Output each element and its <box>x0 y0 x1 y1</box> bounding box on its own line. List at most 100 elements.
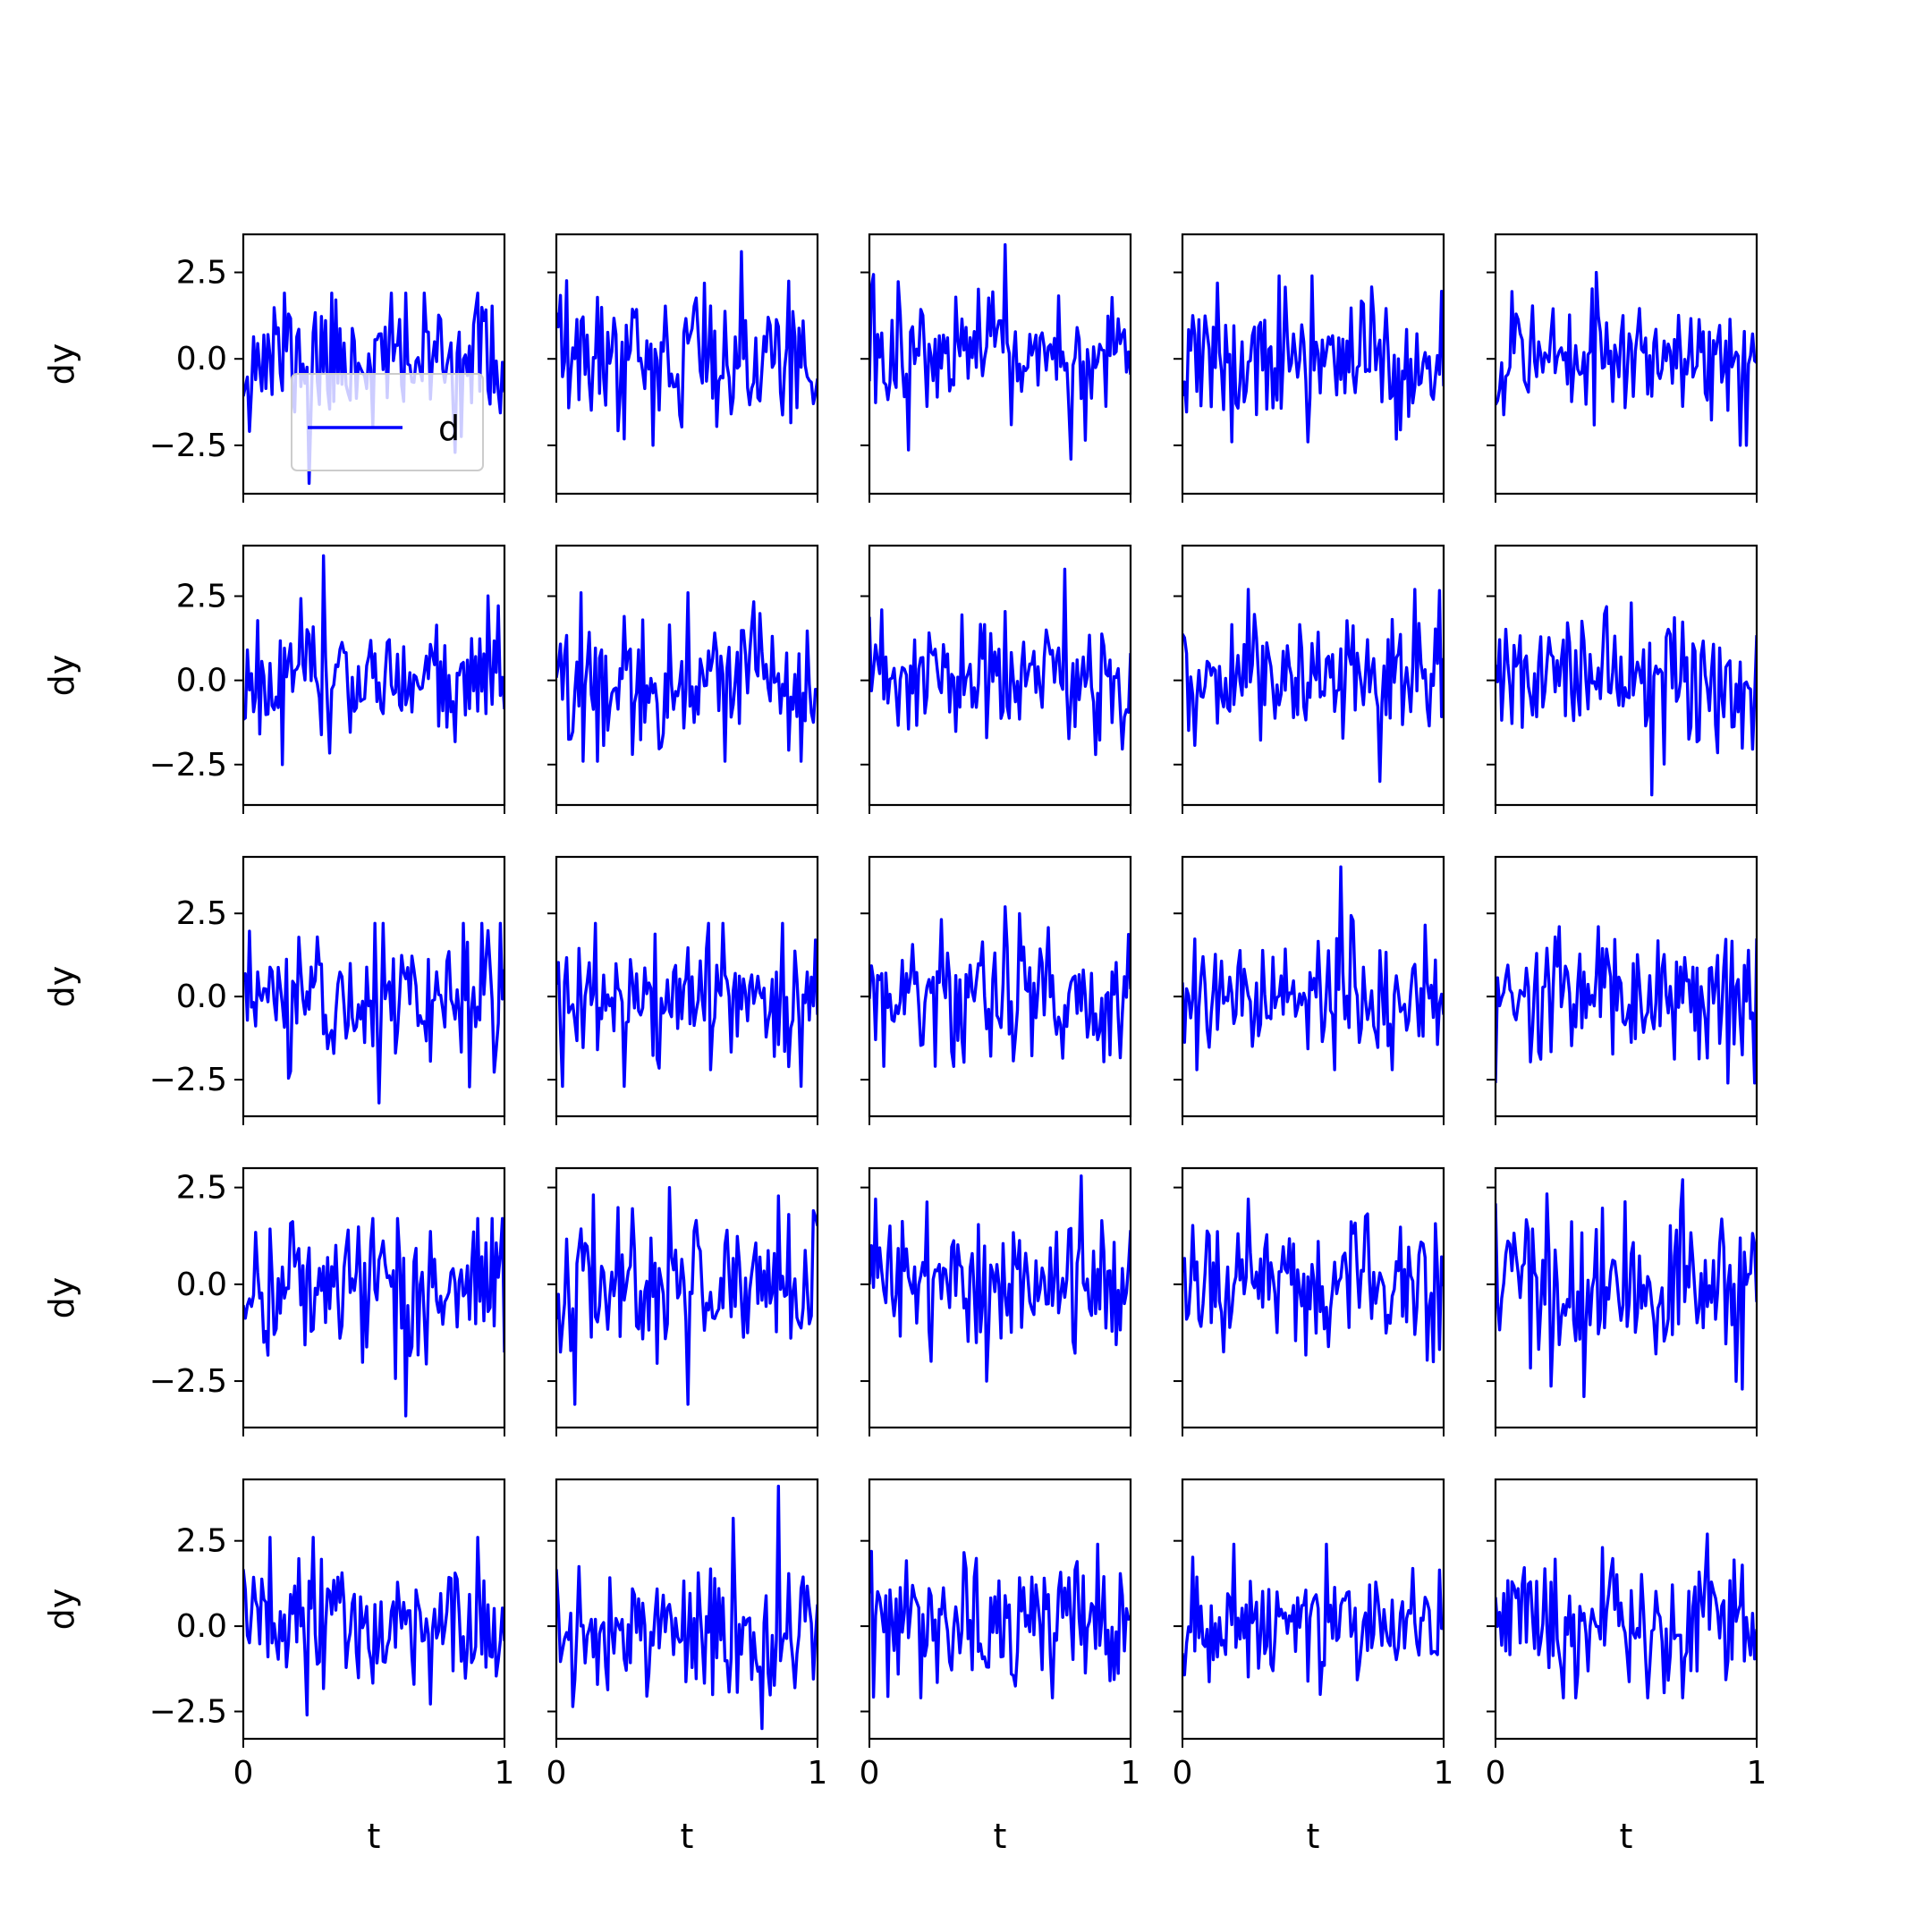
axes-frame <box>242 1166 506 1429</box>
series-line-r2-c2 <box>869 905 1131 1068</box>
y-tick-label: 0.0 <box>176 341 227 377</box>
series-line-r3-c2 <box>869 1174 1131 1383</box>
subplot-r4-c0: −2.5 0.0 2.5 0 1 dy t <box>42 1478 515 1856</box>
subplot-r1-c1 <box>547 544 819 814</box>
subplot-r2-c0: −2.5 0.0 2.5 dy <box>42 855 506 1125</box>
axes-frame <box>242 544 506 807</box>
subplot-r3-c4 <box>1487 1166 1758 1436</box>
subplot-grid: −2.50.02.5dyd−2.50.02.5dy−2.50.02.5dy−2.… <box>42 233 1767 1856</box>
x-tick-label: 1 <box>1434 1755 1454 1792</box>
subplot-r1-c2 <box>860 544 1132 814</box>
axes-frame <box>1181 855 1445 1118</box>
x-axis-label: t <box>1620 1817 1633 1856</box>
series-line-r0-c1 <box>556 250 818 447</box>
x-tick-label: 1 <box>1747 1755 1767 1792</box>
series-line-r2-c3 <box>1182 865 1444 1072</box>
axes-frame <box>1494 233 1758 496</box>
series-line-r0-c2 <box>869 242 1131 462</box>
axes-frame <box>555 1166 819 1429</box>
x-tick-label: 0 <box>860 1755 880 1792</box>
subplot-r2-c4 <box>1487 855 1758 1125</box>
series-line-r1-c2 <box>869 567 1131 757</box>
subplot-r3-c1 <box>547 1166 819 1436</box>
legend-label: d <box>438 409 460 448</box>
x-tick-label: 1 <box>495 1755 515 1792</box>
y-tick-label: 2.5 <box>176 578 227 614</box>
axes-frame <box>868 1478 1132 1741</box>
x-axis-label: t <box>681 1817 694 1856</box>
y-tick-label: 2.5 <box>176 1170 227 1207</box>
y-tick-label: 0.0 <box>176 1267 227 1303</box>
axes-frame <box>242 233 506 496</box>
subplot-r4-c3: 0 1 t <box>1173 1478 1454 1856</box>
series-line-r2-c4 <box>1496 925 1757 1085</box>
subplot-r0-c3 <box>1174 233 1445 503</box>
y-tick-label: 2.5 <box>176 1523 227 1560</box>
subplot-r1-c3 <box>1174 544 1445 814</box>
subplot-r2-c1 <box>547 855 819 1125</box>
axes-frame <box>1494 1166 1758 1429</box>
x-tick-label: 0 <box>1486 1755 1506 1792</box>
y-tick-label: 2.5 <box>176 895 227 932</box>
y-tick-label: −2.5 <box>149 747 227 784</box>
y-tick-label: −2.5 <box>149 1363 227 1400</box>
series-line-r1-c3 <box>1182 588 1444 784</box>
y-tick-label: 0.0 <box>176 1608 227 1645</box>
x-tick-label: 0 <box>233 1755 254 1792</box>
y-tick-label: 0.0 <box>176 663 227 699</box>
axes-frame <box>1494 855 1758 1118</box>
x-tick-label: 0 <box>547 1755 567 1792</box>
series-line-r4-c2 <box>869 1542 1131 1699</box>
series-line-r3-c3 <box>1182 1197 1444 1364</box>
axes-frame <box>1181 233 1445 496</box>
axes-frame <box>868 544 1132 807</box>
x-axis-label: t <box>994 1817 1007 1856</box>
axes-frame <box>868 233 1132 496</box>
axes-frame <box>555 1478 819 1741</box>
subplot-r3-c2 <box>860 1166 1132 1436</box>
subplot-r4-c4: 0 1 t <box>1486 1478 1767 1856</box>
y-tick-label: −2.5 <box>149 1693 227 1730</box>
axes-frame <box>1494 544 1758 807</box>
series-line-r4-c1 <box>556 1484 818 1731</box>
series-line-r0-c4 <box>1496 270 1757 447</box>
series-line-r1-c1 <box>556 591 818 763</box>
series-line-r4-c4 <box>1496 1532 1757 1699</box>
y-axis-label: dy <box>42 966 81 1008</box>
subplot-r0-c2 <box>860 233 1132 503</box>
series-line-r3-c0 <box>243 1216 504 1418</box>
y-axis-label: dy <box>42 343 81 386</box>
y-axis-label: dy <box>42 1277 81 1319</box>
subplot-r1-c0: −2.5 0.0 2.5 dy <box>42 544 506 814</box>
x-tick-label: 0 <box>1173 1755 1193 1792</box>
axes-frame <box>242 1478 506 1741</box>
x-axis-label: t <box>368 1817 381 1856</box>
axes-frame <box>555 233 819 496</box>
series-line-r1-c0 <box>243 554 504 767</box>
subplot-r3-c0: −2.5 0.0 2.5 dy <box>42 1166 506 1436</box>
series-line-r3-c1 <box>556 1185 818 1406</box>
y-axis-label: dy <box>42 1589 81 1631</box>
subplot-r0-c1 <box>547 233 819 503</box>
subplot-r2-c2 <box>860 855 1132 1125</box>
axes-frame <box>868 855 1132 1118</box>
y-tick-label: −2.5 <box>149 428 227 464</box>
series-line-r4-c3 <box>1182 1542 1444 1697</box>
y-tick-label: −2.5 <box>149 1062 227 1098</box>
axes-frame <box>555 544 819 807</box>
x-tick-label: 1 <box>1121 1755 1141 1792</box>
axes-frame <box>1181 1166 1445 1429</box>
series-line-r0-c3 <box>1182 274 1444 444</box>
axes-frame <box>242 855 506 1118</box>
axes-frame <box>1494 1478 1758 1741</box>
subplot-r4-c1: 0 1 t <box>547 1478 827 1856</box>
axes-frame <box>1181 1478 1445 1741</box>
axes-frame <box>868 1166 1132 1429</box>
axes-frame <box>555 855 819 1118</box>
legend: d <box>291 373 484 471</box>
series-line-r2-c1 <box>556 921 818 1089</box>
subplot-r3-c3 <box>1174 1166 1445 1436</box>
y-axis-label: dy <box>42 655 81 697</box>
legend-box <box>291 373 484 471</box>
